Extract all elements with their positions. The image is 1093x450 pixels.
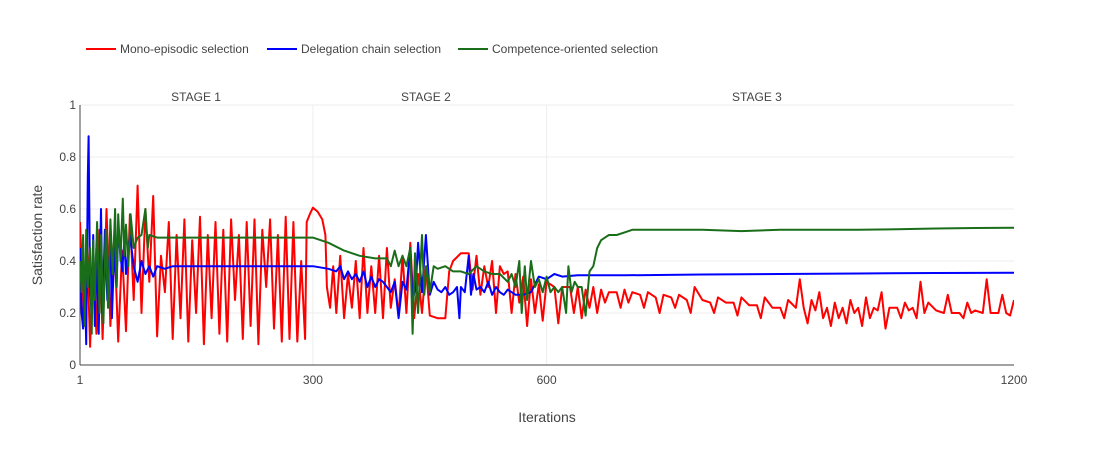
y-tick-label: 1: [69, 98, 76, 112]
stage-labels: STAGE 1 STAGE 2 STAGE 3: [171, 90, 782, 104]
legend-item[interactable]: Delegation chain selection: [267, 42, 441, 56]
axes: 0 0.2 0.4 0.6 0.8 1 1 300 600 1200: [59, 98, 1027, 387]
x-axis-title: Iterations: [518, 409, 576, 425]
x-tick-label: 300: [303, 373, 323, 387]
y-tick-label: 0.4: [59, 254, 76, 268]
legend-label: Mono-episodic selection: [120, 42, 249, 56]
legend-label: Competence-oriented selection: [492, 42, 658, 56]
x-tick-label: 600: [537, 373, 557, 387]
y-tick-label: 0.6: [59, 202, 76, 216]
legend: Mono-episodic selection Delegation chain …: [86, 42, 658, 56]
series-line-3: [80, 197, 1014, 335]
series-lines: [80, 135, 1014, 348]
stage-label: STAGE 2: [401, 90, 451, 104]
legend-item[interactable]: Competence-oriented selection: [458, 42, 658, 56]
y-tick-label: 0.8: [59, 150, 76, 164]
legend-label: Delegation chain selection: [301, 42, 441, 56]
x-tick-label: 1200: [1001, 373, 1028, 387]
y-tick-label: 0.2: [59, 306, 76, 320]
y-axis-title: Satisfaction rate: [29, 185, 45, 286]
stage-label: STAGE 1: [171, 90, 221, 104]
stage-label: STAGE 3: [732, 90, 782, 104]
legend-item[interactable]: Mono-episodic selection: [86, 42, 249, 56]
x-tick-label: 1: [77, 373, 84, 387]
series-line-1: [80, 184, 1014, 348]
y-tick-label: 0: [69, 358, 76, 372]
